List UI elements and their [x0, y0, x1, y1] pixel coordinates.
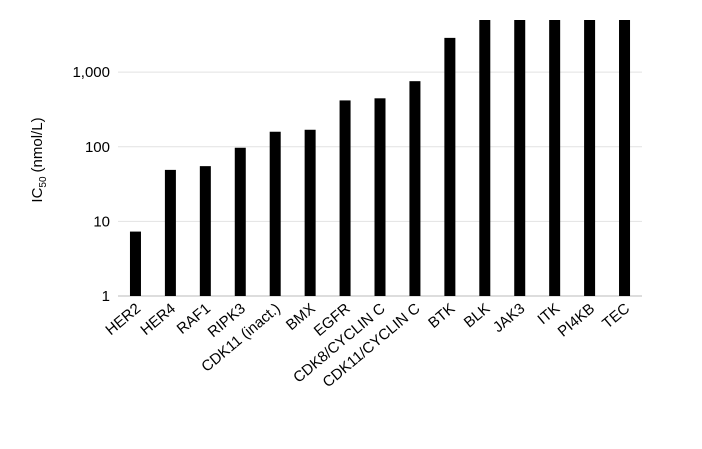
x-tick-label: TEC — [599, 300, 633, 332]
y-label-unit: (nmol/L) — [29, 117, 46, 172]
y-tick-label: 1 — [102, 288, 110, 305]
bar — [479, 20, 491, 296]
x-tick-label: HER2 — [102, 300, 144, 339]
bar — [549, 20, 561, 296]
y-label-sub: 50 — [38, 176, 49, 188]
bar — [444, 37, 456, 297]
bar — [619, 20, 631, 296]
bar — [129, 231, 141, 296]
y-axis-label: IC50 (nmol/L) — [29, 117, 49, 202]
y-tick-label: 10 — [93, 213, 110, 230]
bar — [304, 129, 316, 296]
bar — [164, 169, 176, 296]
y-tick-label: 1,000 — [72, 64, 110, 81]
y-tick-label: 100 — [85, 139, 110, 156]
y-label-main: IC — [29, 187, 46, 202]
x-tick-label: JAK3 — [490, 300, 528, 336]
x-tick-label: BTK — [425, 300, 458, 332]
bar — [199, 166, 211, 296]
bar — [269, 131, 281, 296]
x-tick-label: BLK — [461, 300, 494, 331]
bar — [584, 20, 596, 296]
bar — [374, 98, 386, 296]
x-tick-label: PI4KB — [555, 300, 599, 340]
bar — [339, 100, 351, 296]
bar — [234, 147, 246, 296]
bar — [514, 20, 526, 296]
bar — [409, 81, 421, 297]
x-tick-label: HER4 — [137, 300, 179, 339]
